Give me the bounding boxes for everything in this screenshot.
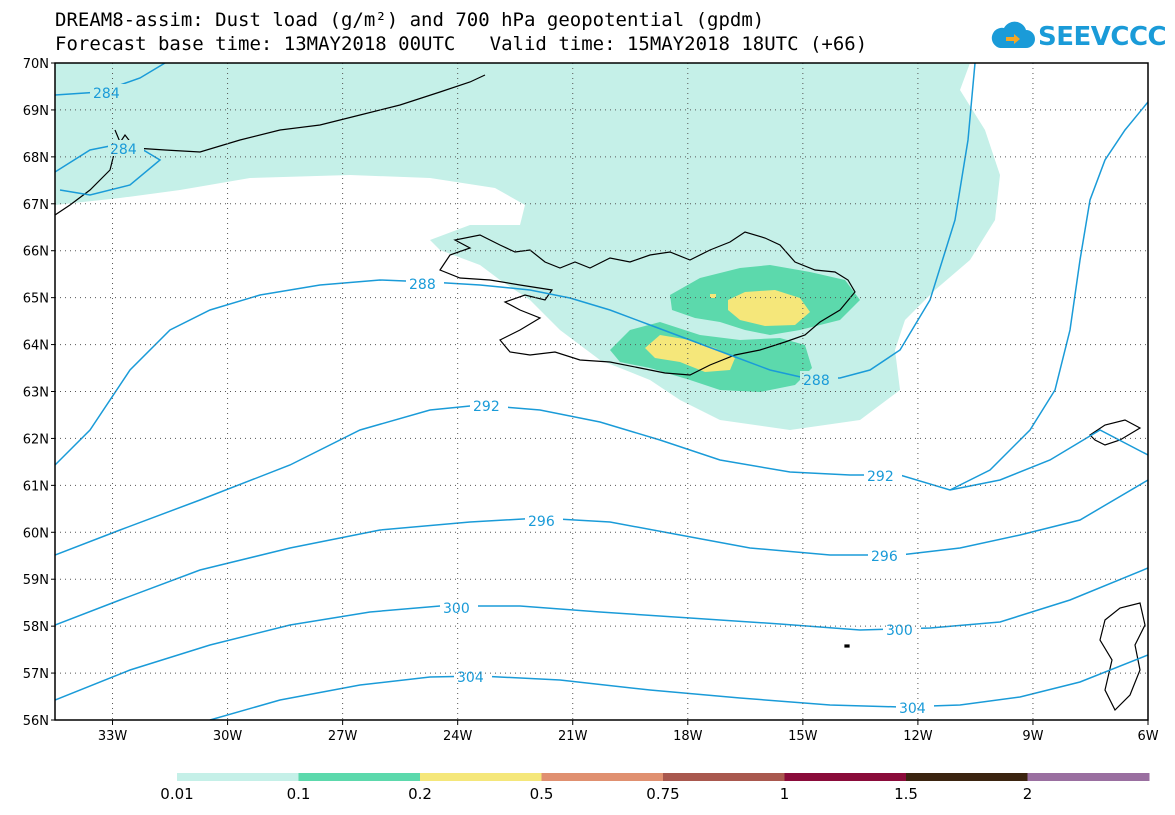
greenland-coast bbox=[55, 74, 486, 216]
colorbar-tick-label: 0.01 bbox=[160, 785, 194, 803]
lon-label: 9W bbox=[1022, 729, 1043, 744]
lat-label: 62N bbox=[23, 432, 49, 447]
contour-label: 292 bbox=[867, 469, 894, 485]
lat-label: 56N bbox=[23, 714, 49, 729]
contour-label: 284 bbox=[110, 142, 137, 158]
contour-label: 304 bbox=[899, 701, 926, 717]
colorbar-segment bbox=[177, 773, 299, 781]
lon-label: 33W bbox=[98, 729, 128, 744]
contour-284-loop bbox=[55, 141, 162, 196]
lat-label: 65N bbox=[23, 292, 49, 307]
colorbar-tick-label: 0.2 bbox=[408, 785, 432, 803]
colorbar-tick-label: 1.5 bbox=[894, 785, 918, 803]
dust-area-high-south bbox=[645, 335, 735, 372]
contour-288-east bbox=[949, 101, 1148, 491]
seevccc-logo: SEEVCCC bbox=[990, 18, 1167, 58]
colorbar-segment bbox=[541, 773, 664, 781]
colorbar-tick-label: 0.5 bbox=[529, 785, 554, 803]
lat-label: 64N bbox=[23, 339, 49, 354]
lon-label: 15W bbox=[788, 729, 818, 744]
contour-label: 296 bbox=[528, 514, 555, 530]
lat-label: 67N bbox=[23, 198, 49, 213]
iceland-coast bbox=[439, 231, 856, 376]
colorbar-tick-label: 2 bbox=[1022, 785, 1033, 803]
lon-label: 21W bbox=[558, 729, 588, 744]
contour-label: 284 bbox=[93, 86, 120, 102]
contour-label: 300 bbox=[886, 623, 913, 639]
dust-area-high-north bbox=[728, 290, 810, 326]
contour-300 bbox=[55, 567, 1148, 701]
lat-label: 60N bbox=[23, 526, 49, 541]
colorbar-segment bbox=[663, 773, 785, 781]
map-title: DREAM8-assim: Dust load (g/m²) and 700 h… bbox=[55, 9, 765, 31]
colorbar-segment bbox=[1027, 773, 1150, 781]
lat-label: 68N bbox=[23, 151, 49, 166]
colorbar-segment bbox=[906, 773, 1028, 781]
contour-label: 292 bbox=[473, 399, 500, 415]
contour-288 bbox=[55, 63, 976, 466]
colorbar-segment bbox=[420, 773, 542, 781]
map-subtitle: Forecast base time: 13MAY2018 00UTC Vali… bbox=[55, 33, 868, 55]
contour-292 bbox=[55, 404, 1148, 556]
lat-label: 69N bbox=[23, 104, 49, 119]
lat-label: 57N bbox=[23, 667, 49, 682]
scotland-coast bbox=[1099, 602, 1146, 712]
faroe-coast bbox=[1089, 419, 1142, 446]
lon-label: 30W bbox=[213, 729, 243, 744]
lat-label: 58N bbox=[23, 620, 49, 635]
lon-label: 27W bbox=[328, 729, 358, 744]
colorbar-tick-label: 0.75 bbox=[646, 785, 680, 803]
contour-label: 304 bbox=[457, 670, 484, 686]
colorbar-tick-label: 0.1 bbox=[286, 785, 311, 803]
lon-label: 24W bbox=[443, 729, 473, 744]
colorbar-segment bbox=[784, 773, 907, 781]
contour-label: 296 bbox=[871, 549, 898, 565]
lat-label: 66N bbox=[23, 245, 49, 260]
lon-label: 6W bbox=[1137, 729, 1158, 744]
dust-area-light bbox=[55, 63, 1000, 430]
cloud-logo-icon bbox=[991, 21, 1035, 48]
colorbar-tick-label: 1 bbox=[779, 785, 790, 803]
coastlines bbox=[55, 74, 1146, 712]
contour-label: 288 bbox=[409, 277, 436, 293]
contour-304 bbox=[209, 654, 1148, 720]
lat-label: 70N bbox=[23, 57, 49, 72]
lat-label: 59N bbox=[23, 573, 49, 588]
map-grid bbox=[55, 63, 1148, 720]
contour-label: 300 bbox=[443, 601, 470, 617]
lat-label: 63N bbox=[23, 386, 49, 401]
colorbar-segment bbox=[298, 773, 421, 781]
logo-text: SEEVCCC bbox=[1038, 22, 1167, 52]
contour-label: 288 bbox=[803, 373, 830, 389]
contour-296 bbox=[55, 479, 1148, 626]
colorbar bbox=[177, 773, 1150, 781]
lat-label: 61N bbox=[23, 479, 49, 494]
lon-label: 12W bbox=[903, 729, 933, 744]
lon-label: 18W bbox=[673, 729, 703, 744]
